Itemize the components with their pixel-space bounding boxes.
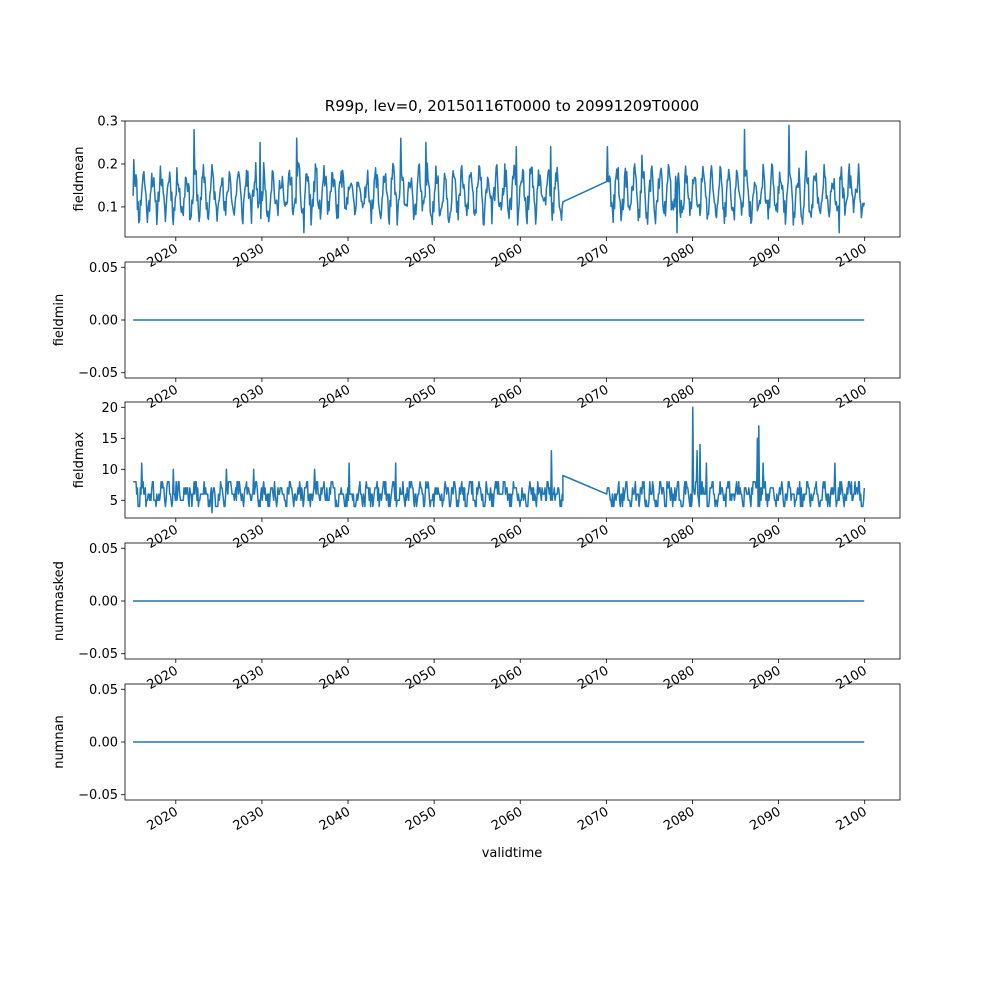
axes-frame-fieldmean bbox=[124, 120, 901, 238]
y-tick-label-numnan: −0.05 bbox=[78, 788, 118, 803]
y-tick-label-fieldmean: 0.1 bbox=[97, 200, 118, 215]
y-tick-label-fieldmax: 20 bbox=[101, 401, 118, 416]
chart-title: R99p, lev=0, 20150116T0000 to 20991209T0… bbox=[325, 97, 699, 115]
axes-frame-fieldmax bbox=[124, 401, 901, 519]
y-tick-label-nummasked: 0.00 bbox=[89, 595, 118, 610]
y-tick-label-fieldmax: 5 bbox=[110, 494, 118, 509]
y-tick-label-fieldmin: 0.00 bbox=[89, 314, 118, 329]
y-axis-label-fieldmin: fieldmin bbox=[52, 294, 67, 347]
series-line-fieldmean bbox=[132, 124, 866, 234]
y-axis-label-nummasked: nummasked bbox=[52, 561, 67, 641]
y-axis-label-numnan: numnan bbox=[52, 715, 67, 769]
y-axis-label-fieldmean: fieldmean bbox=[72, 147, 87, 212]
y-tick-label-fieldmin: 0.05 bbox=[89, 261, 118, 276]
y-axis-label-fieldmax: fieldmax bbox=[72, 432, 87, 489]
x-axis-label: validtime bbox=[482, 846, 543, 861]
y-tick-label-fieldmax: 15 bbox=[101, 432, 118, 447]
y-tick-label-fieldmax: 10 bbox=[101, 463, 118, 478]
y-tick-label-numnan: 0.00 bbox=[89, 736, 118, 751]
y-tick-label-fieldmin: −0.05 bbox=[78, 366, 118, 381]
y-tick-label-nummasked: −0.05 bbox=[78, 647, 118, 662]
y-tick-label-fieldmean: 0.2 bbox=[97, 157, 118, 172]
y-tick-label-numnan: 0.05 bbox=[89, 683, 118, 698]
y-tick-label-nummasked: 0.05 bbox=[89, 542, 118, 557]
y-tick-label-fieldmean: 0.3 bbox=[97, 115, 118, 130]
series-line-fieldmax bbox=[133, 406, 866, 514]
